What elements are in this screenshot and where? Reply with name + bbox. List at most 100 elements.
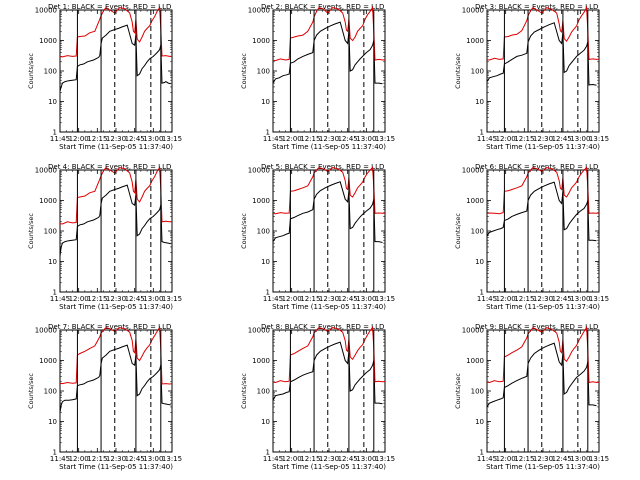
y-tick-label: 1000 [466,197,484,205]
series-group [487,5,599,86]
x-tick-label: 13:00 [143,455,163,463]
panel-det-8: Det 8: BLACK = Events, RED = LLD 1 10 100 10… [240,323,395,471]
x-tick-label: 12:00 [282,295,302,303]
series-line-lld [273,326,385,384]
y-tick-label: 1000 [252,197,270,205]
y-tick-label: 10000 [462,167,484,175]
x-tick-label: 12:30 [106,135,126,143]
y-tick-label: 100 [44,388,57,396]
x-tick-label: 11:45 [50,295,70,303]
y-tick-label: 10000 [35,167,57,175]
x-tick-label: 12:15 [87,455,107,463]
x-tick-label: 12:45 [552,295,572,303]
series-group [487,166,599,242]
x-tick-label: 12:00 [282,135,302,143]
x-tick-label: 12:15 [514,295,534,303]
y-axis-label: Counts/sec [454,213,462,249]
x-tick-label: 11:45 [477,455,497,463]
panel-title: Det 8: BLACK = Events, RED = LLD [261,323,384,331]
series-line-lld [273,6,385,62]
x-tick-label: 12:45 [338,455,358,463]
series-line-lld [60,166,172,225]
panel-det-7: Det 7: BLACK = Events, RED = LLD 1 10 100 10… [27,323,182,471]
y-axis-label: Counts/sec [454,373,462,409]
y-tick-label: 10000 [248,167,270,175]
series-group [273,166,385,247]
y-tick-label: 1 [480,449,484,457]
x-tick-label: 13:00 [570,135,590,143]
x-tick-label: 13:00 [570,455,590,463]
y-axis-label: Counts/sec [27,373,35,409]
x-tick-label: 13:15 [375,135,395,143]
x-tick-label: 13:00 [356,455,376,463]
x-axis-label: Start Time (11-Sep-05 11:37:40) [486,143,600,151]
x-tick-label: 12:45 [552,455,572,463]
panel-det-4: Det 4: BLACK = Events, RED = LLD 1 10 100 10… [27,163,182,311]
series-line-lld [487,166,599,215]
x-axis-label: Start Time (11-Sep-05 11:37:40) [59,143,173,151]
x-tick-label: 13:15 [162,135,182,143]
y-tick-label: 10 [48,98,57,106]
x-tick-label: 12:00 [496,295,516,303]
y-tick-label: 100 [471,68,484,76]
x-axis-label: Start Time (11-Sep-05 11:37:40) [59,303,173,311]
x-tick-label: 11:45 [263,455,283,463]
panel-det-3: Det 3: BLACK = Events, RED = LLD 1 10 100 10… [454,3,609,151]
series-line-events [273,181,383,247]
axis-frame [486,169,600,293]
x-axis-label: Start Time (11-Sep-05 11:37:40) [486,303,600,311]
y-tick-label: 1 [53,449,57,457]
x-tick-label: 12:45 [338,295,358,303]
panel-title: Det 5: BLACK = Events, RED = LLD [261,163,384,171]
series-group [487,326,599,411]
series-group [60,326,172,416]
x-tick-label: 13:15 [162,455,182,463]
series-line-events [487,342,597,411]
y-tick-label: 10000 [248,327,270,335]
panel-det-5: Det 5: BLACK = Events, RED = LLD 1 10 100 10… [240,163,395,311]
series-line-lld [60,326,172,385]
panel-det-9: Det 9: BLACK = Events, RED = LLD 1 10 100 10… [454,323,609,471]
panel-det-2: Det 2: BLACK = Events, RED = LLD 1 10 100 10… [240,3,395,151]
y-tick-label: 100 [471,228,484,236]
y-axis-label: Counts/sec [454,53,462,89]
x-tick-label: 13:00 [143,295,163,303]
x-tick-label: 13:00 [356,135,376,143]
series-line-events [273,341,383,405]
series-group [60,166,172,260]
x-tick-label: 12:45 [552,135,572,143]
x-tick-label: 12:00 [69,135,89,143]
x-axis-label: Start Time (11-Sep-05 11:37:40) [59,463,173,471]
panel-title: Det 6: BLACK = Events, RED = LLD [475,163,598,171]
y-axis-label: Counts/sec [240,373,248,409]
x-tick-label: 12:45 [125,295,145,303]
series-line-events [273,21,383,87]
y-tick-label: 1 [480,129,484,137]
axis-frame [272,329,386,453]
x-tick-label: 13:00 [570,295,590,303]
x-tick-label: 11:45 [263,135,283,143]
x-tick-label: 12:15 [514,135,534,143]
x-tick-label: 12:30 [533,455,553,463]
y-tick-label: 100 [257,228,270,236]
series-line-events [60,24,171,94]
y-tick-label: 1 [53,129,57,137]
x-tick-label: 13:00 [356,295,376,303]
x-tick-label: 12:30 [533,135,553,143]
y-tick-label: 10000 [35,327,57,335]
x-axis-label: Start Time (11-Sep-05 11:37:40) [272,143,386,151]
x-tick-label: 12:30 [319,295,339,303]
x-tick-label: 12:30 [319,135,339,143]
y-tick-label: 1 [266,289,270,297]
panel-title: Det 9: BLACK = Events, RED = LLD [475,323,598,331]
y-tick-label: 10 [475,258,484,266]
x-tick-label: 13:15 [589,455,609,463]
y-tick-label: 100 [44,68,57,76]
x-tick-label: 13:15 [375,295,395,303]
x-tick-label: 12:15 [300,135,320,143]
y-axis-label: Counts/sec [240,213,248,249]
y-tick-label: 1000 [39,197,57,205]
panel-title: Det 4: BLACK = Events, RED = LLD [48,163,171,171]
